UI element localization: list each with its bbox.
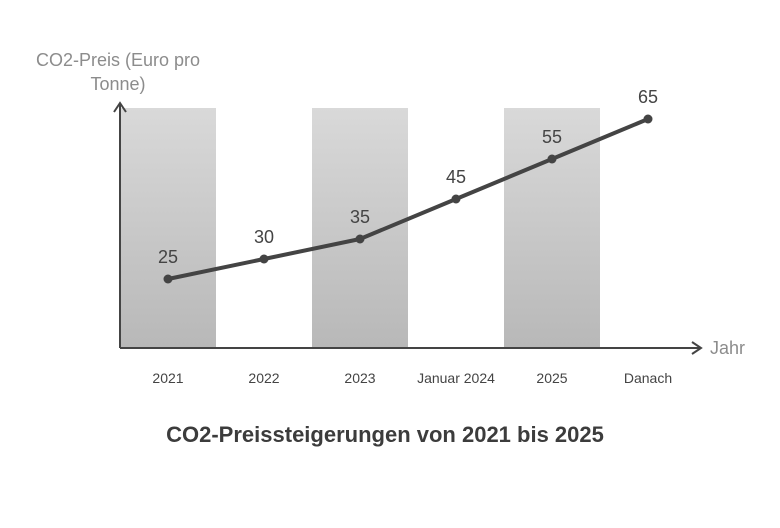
band-4 xyxy=(504,108,600,348)
x-tick-label: 2022 xyxy=(248,370,279,386)
axes xyxy=(113,101,703,355)
data-point xyxy=(259,254,269,264)
x-axis-label: Jahr xyxy=(710,338,746,358)
y-axis-label: CO2-Preis (Euro pro Tonne) xyxy=(35,50,201,94)
chart-title: CO2-Preissteigerungen von 2021 bis 2025 xyxy=(166,422,604,447)
data-point xyxy=(451,194,461,204)
background-bands xyxy=(120,108,600,348)
x-axis-arrow xyxy=(691,341,703,355)
data-point xyxy=(643,114,653,124)
data-label: 30 xyxy=(254,227,274,247)
x-tick-label: 2025 xyxy=(536,370,567,386)
data-point xyxy=(355,234,365,244)
x-tick-label: Danach xyxy=(624,370,672,386)
series-line xyxy=(166,117,650,281)
data-label: 35 xyxy=(350,207,370,227)
x-tick-label: 2021 xyxy=(152,370,183,386)
data-point xyxy=(163,274,173,284)
data-point xyxy=(547,154,557,164)
x-tick-label: 2023 xyxy=(344,370,375,386)
data-label: 25 xyxy=(158,247,178,267)
y-axis-arrow xyxy=(113,101,127,113)
band-0 xyxy=(120,108,216,348)
data-label: 45 xyxy=(446,167,466,187)
data-label: 65 xyxy=(638,87,658,107)
data-label: 55 xyxy=(542,127,562,147)
x-tick-labels: 2021 2022 2023 Januar 2024 2025 Danach xyxy=(152,370,672,386)
data-labels: 25 30 35 45 55 65 xyxy=(158,87,658,267)
x-tick-label: Januar 2024 xyxy=(417,370,495,386)
series-co2-price xyxy=(163,114,653,284)
band-2 xyxy=(312,108,408,348)
